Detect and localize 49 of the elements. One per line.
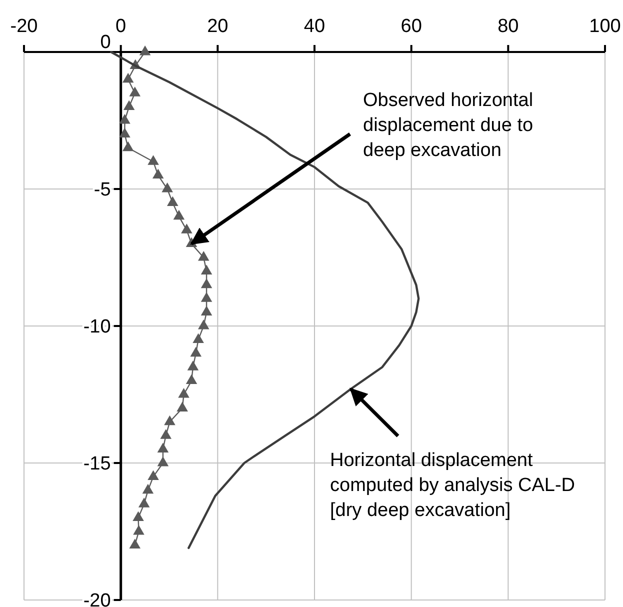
annotation: Observed horizontal displacement due to deep excavation — [363, 90, 534, 161]
point — [133, 524, 144, 535]
point — [187, 360, 199, 370]
x-tick-label: 0 — [116, 16, 126, 37]
point — [132, 511, 144, 522]
point — [152, 168, 164, 179]
x-tick-label: 80 — [498, 16, 519, 37]
point — [129, 538, 141, 548]
y-tick-label: 0 — [100, 32, 111, 53]
point — [122, 141, 134, 152]
point — [181, 224, 192, 234]
point — [178, 388, 190, 398]
point — [162, 182, 173, 192]
point — [160, 429, 172, 439]
point — [157, 456, 169, 466]
point — [164, 415, 176, 426]
y-tick-label: -10 — [83, 316, 111, 338]
annotation: Horizontal displacement computed by analysis CAL-D [dry deep excavation] — [330, 450, 575, 521]
point — [122, 72, 134, 83]
point — [173, 210, 185, 220]
point — [192, 333, 204, 343]
point — [119, 114, 130, 124]
x-tick-label: -20 — [10, 16, 38, 37]
point — [148, 155, 159, 165]
point — [190, 346, 202, 357]
y-tick-label: -15 — [83, 454, 111, 475]
point — [200, 292, 212, 302]
point — [138, 498, 150, 508]
point — [123, 100, 135, 110]
x-tick-label: 60 — [400, 16, 422, 37]
point — [176, 402, 188, 412]
point — [200, 306, 212, 316]
y-tick-label: -20 — [83, 590, 111, 607]
y-tick-label: -5 — [94, 180, 111, 201]
point — [148, 470, 159, 480]
point — [198, 319, 210, 330]
x-tick-label: 100 — [589, 16, 621, 37]
point — [142, 484, 154, 494]
x-tick-label: 40 — [304, 16, 326, 37]
point — [198, 250, 210, 261]
point — [129, 86, 141, 96]
point — [167, 196, 178, 206]
point — [186, 374, 198, 384]
x-tick-label: 20 — [207, 16, 228, 37]
point — [200, 278, 212, 288]
point — [157, 442, 169, 453]
point — [119, 128, 130, 138]
point — [139, 45, 151, 56]
point — [200, 264, 212, 274]
